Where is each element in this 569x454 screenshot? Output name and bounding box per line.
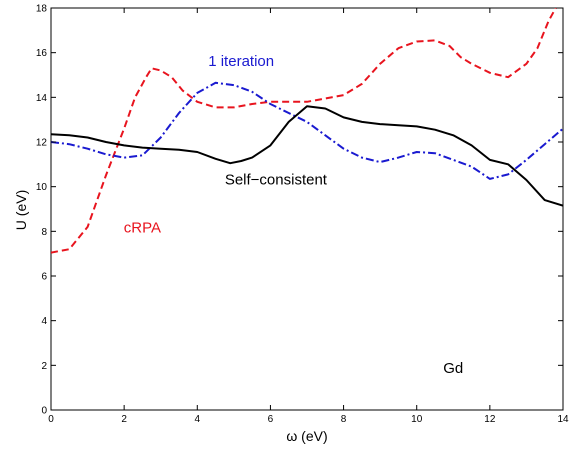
plot-frame bbox=[50, 7, 564, 411]
tick-layer: 0 2 4 6 8 10 12 14 0 2 4 6 8 10 12 14 16 18 bbox=[36, 4, 569, 426]
annotation-self-consistent: Self−consistent bbox=[225, 171, 328, 188]
annotation-gd: Gd bbox=[443, 360, 463, 377]
y-tick-label: 12 bbox=[36, 138, 48, 149]
y-axis-title: U (eV) bbox=[13, 190, 29, 230]
series-line-1-iteration bbox=[51, 81, 563, 180]
plot-border bbox=[50, 7, 564, 411]
annotation-layer: 1 iteration Self−consistent cRPA Gd bbox=[124, 53, 463, 377]
annotation-1-iteration: 1 iteration bbox=[208, 53, 274, 70]
x-tick-label: 6 bbox=[268, 414, 274, 425]
y-tick-label: 2 bbox=[41, 361, 47, 372]
series-line-crpa bbox=[51, 8, 557, 254]
series-line-self-consistent bbox=[51, 105, 563, 207]
x-tick-label: 0 bbox=[48, 414, 54, 425]
x-tick-label: 12 bbox=[484, 414, 496, 425]
y-tick-label: 16 bbox=[36, 48, 48, 59]
y-tick-label: 0 bbox=[41, 406, 47, 417]
y-tick-label: 4 bbox=[41, 316, 47, 327]
annotation-crpa: cRPA bbox=[124, 219, 161, 236]
series-layer bbox=[51, 8, 563, 254]
y-tick-label: 6 bbox=[41, 272, 47, 283]
x-tick-label: 8 bbox=[341, 414, 347, 425]
x-tick-label: 2 bbox=[121, 414, 127, 425]
x-axis-title: ω (eV) bbox=[286, 428, 327, 444]
x-tick-label: 14 bbox=[557, 414, 569, 425]
y-tick-label: 14 bbox=[36, 93, 48, 104]
x-tick-label: 10 bbox=[411, 414, 423, 425]
y-tick-label: 10 bbox=[36, 182, 48, 193]
y-tick-label: 18 bbox=[36, 4, 48, 15]
x-tick-label: 4 bbox=[195, 414, 201, 425]
y-tick-label: 8 bbox=[41, 227, 47, 238]
